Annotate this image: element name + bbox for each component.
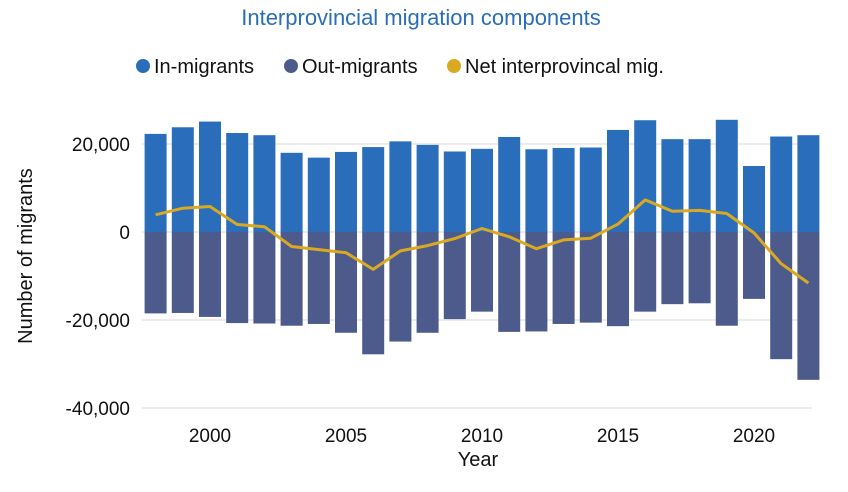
out-migrants-bar[interactable] xyxy=(171,232,194,313)
legend-marker-out-migrants xyxy=(284,59,298,73)
in-migrants-bar[interactable] xyxy=(661,139,684,232)
x-tick-label: 2010 xyxy=(461,426,503,447)
in-migrants-bar[interactable] xyxy=(389,141,412,232)
out-migrants-bar[interactable] xyxy=(199,232,221,317)
in-migrants-bar[interactable] xyxy=(743,166,765,232)
legend-label-net-migration: Net interprovincal mig. xyxy=(465,56,664,78)
in-migrants-bar[interactable] xyxy=(715,119,738,232)
out-migrants-bar[interactable] xyxy=(688,232,711,304)
in-migrants-bar[interactable] xyxy=(688,139,711,232)
out-migrants-bar[interactable] xyxy=(362,232,385,355)
legend-item-in-migrants[interactable]: In-migrants xyxy=(136,56,254,78)
y-tick-label: -40,000 xyxy=(66,399,130,420)
legend-label-out-migrants: Out-migrants xyxy=(302,56,418,78)
y-tick-label: 20,000 xyxy=(72,135,130,156)
in-migrants-bar[interactable] xyxy=(525,149,548,232)
out-migrants-bar[interactable] xyxy=(579,232,602,323)
in-migrants-bar[interactable] xyxy=(226,133,249,232)
in-migrants-bar[interactable] xyxy=(144,133,167,232)
y-tick-label: 0 xyxy=(119,223,130,244)
net-migration-line-group xyxy=(155,198,810,285)
out-migrants-bar[interactable] xyxy=(416,232,439,333)
x-axis-ticks: 2000 2005 2010 2015 2020 xyxy=(189,426,775,447)
out-migrants-bar[interactable] xyxy=(525,232,548,332)
in-migrants-bar[interactable] xyxy=(634,120,657,232)
out-migrants-bar[interactable] xyxy=(307,232,330,324)
in-migrants-bar[interactable] xyxy=(443,151,466,232)
out-migrants-bar[interactable] xyxy=(498,232,521,332)
y-axis-title: Number of migrants xyxy=(15,168,37,344)
x-tick-label: 2005 xyxy=(325,426,367,447)
out-migrants-bar[interactable] xyxy=(335,232,357,333)
out-migrants-bars xyxy=(144,232,820,380)
in-migrants-bar[interactable] xyxy=(253,135,276,232)
in-migrants-bar[interactable] xyxy=(579,147,602,232)
in-migrants-bar[interactable] xyxy=(171,127,194,232)
out-migrants-bar[interactable] xyxy=(443,232,466,320)
in-migrants-bar[interactable] xyxy=(335,151,357,232)
in-migrants-bar[interactable] xyxy=(199,121,221,232)
out-migrants-bar[interactable] xyxy=(634,232,657,312)
out-migrants-bar[interactable] xyxy=(389,232,412,342)
chart-title: Interprovincial migration components xyxy=(241,5,601,30)
out-migrants-bar[interactable] xyxy=(607,232,629,327)
out-migrants-bar[interactable] xyxy=(471,232,493,312)
out-migrants-bar[interactable] xyxy=(253,232,276,324)
legend-item-out-migrants[interactable]: Out-migrants xyxy=(284,56,418,78)
y-axis-ticks: -40,000 -20,000 0 20,000 xyxy=(66,135,130,420)
x-tick-label: 2015 xyxy=(597,426,639,447)
out-migrants-bar[interactable] xyxy=(661,232,684,305)
in-migrants-bar[interactable] xyxy=(770,136,793,232)
legend-marker-net-migration xyxy=(447,59,461,73)
legend-label-in-migrants: In-migrants xyxy=(154,56,254,78)
in-migrants-bar[interactable] xyxy=(471,148,493,232)
out-migrants-bar[interactable] xyxy=(743,232,765,299)
in-migrants-bar[interactable] xyxy=(498,136,521,232)
out-migrants-bar[interactable] xyxy=(226,232,249,324)
in-migrants-bar[interactable] xyxy=(280,152,303,232)
out-migrants-bar[interactable] xyxy=(715,232,738,326)
out-migrants-bar[interactable] xyxy=(770,232,793,360)
x-tick-label: 2000 xyxy=(189,426,231,447)
legend: In-migrants Out-migrants Net interprovin… xyxy=(136,56,664,78)
x-tick-label: 2020 xyxy=(733,426,775,447)
y-tick-label: -20,000 xyxy=(66,311,130,332)
in-migrants-bar[interactable] xyxy=(307,157,330,232)
out-migrants-bar[interactable] xyxy=(552,232,575,324)
in-migrants-bar[interactable] xyxy=(797,135,820,232)
legend-item-net-migration[interactable]: Net interprovincal mig. xyxy=(447,56,664,78)
in-migrants-bars xyxy=(144,119,820,232)
out-migrants-bar[interactable] xyxy=(280,232,303,326)
x-axis-title: Year xyxy=(458,449,499,471)
out-migrants-bar[interactable] xyxy=(144,232,167,314)
in-migrants-bar[interactable] xyxy=(607,129,629,232)
in-migrants-bar[interactable] xyxy=(552,147,575,232)
legend-marker-in-migrants xyxy=(136,59,150,73)
in-migrants-bar[interactable] xyxy=(416,144,439,232)
out-migrants-bar[interactable] xyxy=(797,232,820,380)
in-migrants-bar[interactable] xyxy=(362,147,385,232)
net-migration-line[interactable] xyxy=(155,198,810,285)
